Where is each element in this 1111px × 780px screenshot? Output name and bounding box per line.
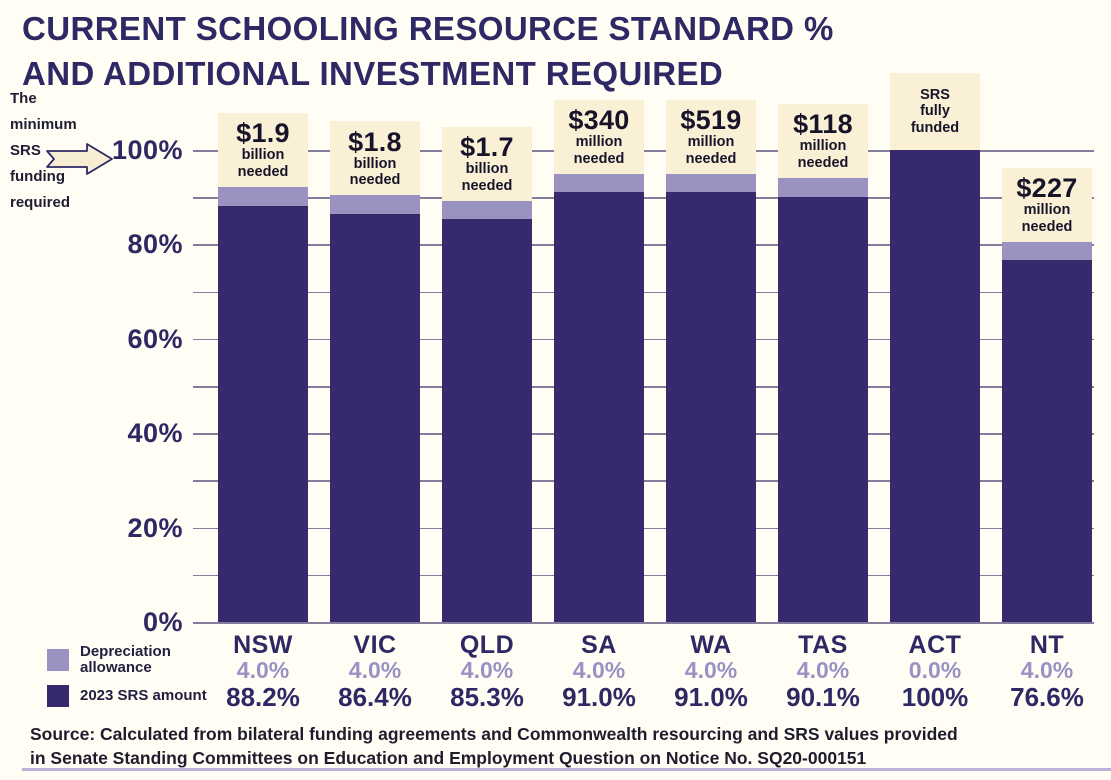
right-arrow-icon bbox=[46, 143, 114, 175]
note-word: funding bbox=[10, 168, 65, 185]
annotation-amount: $340 bbox=[568, 105, 630, 136]
annotation-NT: $227 million needed bbox=[1002, 167, 1092, 242]
annotation-VIC: $1.8 billion needed bbox=[330, 121, 420, 196]
depreciation-swatch bbox=[47, 649, 69, 671]
page-title-line2: AND ADDITIONAL INVESTMENT REQUIRED bbox=[22, 55, 724, 92]
x-label-srs-pct-VIC: 86.4% bbox=[338, 682, 412, 712]
bar-srs-QLD bbox=[442, 219, 532, 622]
x-label-state-VIC: VIC bbox=[353, 631, 397, 659]
annotation-caption: million needed bbox=[797, 138, 849, 171]
bar-srs-TAS bbox=[778, 196, 868, 622]
x-label-depreciation-pct-VIC: 4.0% bbox=[348, 657, 402, 683]
page-title: CURRENT SCHOOLING RESOURCE STANDARD % AN… bbox=[22, 6, 834, 96]
annotation-amount: $118 bbox=[793, 109, 853, 140]
bar-srs-NSW bbox=[218, 205, 308, 622]
y-tick-0%: 0% bbox=[142, 607, 183, 637]
bar-depreciation-NSW bbox=[218, 186, 308, 206]
x-label-depreciation-pct-TAS: 4.0% bbox=[796, 657, 850, 683]
x-label-srs-pct-QLD: 85.3% bbox=[450, 682, 524, 712]
note-word: SRS bbox=[10, 142, 41, 159]
annotation-caption: million needed bbox=[685, 134, 737, 167]
x-label-depreciation-pct-NSW: 4.0% bbox=[236, 657, 290, 683]
x-label-state-TAS: TAS bbox=[798, 631, 848, 659]
annotation-amount: $1.8 bbox=[348, 126, 402, 157]
legend-label: Depreciation allowance bbox=[80, 643, 171, 676]
y-tick-100%: 100% bbox=[111, 135, 183, 165]
bar-srs-VIC bbox=[330, 214, 420, 622]
annotation-caption: million needed bbox=[1021, 202, 1073, 235]
legend-item-depreciation: Depreciation allowance bbox=[47, 644, 260, 676]
x-label-depreciation-pct-WA: 4.0% bbox=[684, 657, 738, 683]
annotation-caption: million needed bbox=[573, 134, 625, 167]
legend: Depreciation allowance 2023 SRS amount bbox=[47, 644, 260, 716]
annotation-amount: $1.7 bbox=[460, 132, 514, 162]
source-line2: in Senate Standing Committees on Educati… bbox=[30, 748, 867, 768]
bar-depreciation-SA bbox=[554, 173, 644, 193]
x-label-state-SA: SA bbox=[581, 631, 617, 659]
annotation-WA: $519 million needed bbox=[666, 99, 756, 174]
x-label-depreciation-pct-NT: 4.0% bbox=[1020, 657, 1074, 683]
bar-depreciation-QLD bbox=[442, 200, 532, 220]
y-tick-20%: 20% bbox=[127, 512, 183, 543]
x-label-srs-pct-NSW: 88.2% bbox=[226, 682, 300, 712]
annotation-ACT: SRS fully funded bbox=[890, 73, 980, 150]
bar-srs-SA bbox=[554, 192, 644, 622]
page-title-line1: CURRENT SCHOOLING RESOURCE STANDARD % bbox=[22, 10, 834, 47]
y-tick-60%: 60% bbox=[127, 323, 183, 354]
note-word: required bbox=[10, 194, 71, 211]
x-label-srs-pct-NT: 76.6% bbox=[1010, 682, 1084, 712]
bar-srs-WA bbox=[666, 192, 756, 622]
x-label-srs-pct-SA: 91.0% bbox=[562, 682, 636, 712]
legend-label: 2023 SRS amount bbox=[80, 687, 207, 704]
bar-depreciation-TAS bbox=[778, 177, 868, 197]
srs-swatch bbox=[47, 685, 69, 707]
x-label-state-NSW: NSW bbox=[233, 631, 293, 659]
x-label-depreciation-pct-SA: 4.0% bbox=[572, 657, 626, 683]
annotation-caption: SRS fully funded bbox=[910, 86, 960, 136]
annotation-SA: $340 million needed bbox=[554, 99, 644, 174]
bar-depreciation-WA bbox=[666, 173, 756, 193]
x-label-depreciation-pct-QLD: 4.0% bbox=[460, 657, 514, 683]
x-label-state-ACT: ACT bbox=[908, 631, 962, 659]
x-label-depreciation-pct-ACT: 0.0% bbox=[908, 657, 962, 683]
bar-srs-NT bbox=[1002, 260, 1092, 622]
annotation-amount: $1.9 bbox=[236, 118, 290, 149]
x-label-srs-pct-ACT: 100% bbox=[901, 682, 969, 712]
minimum-srs-note: The minimum SRS funding required bbox=[10, 86, 110, 216]
bar-depreciation-NT bbox=[1002, 241, 1092, 261]
annotation-QLD: $1.7 billion needed bbox=[442, 126, 532, 201]
note-word: The bbox=[10, 90, 37, 107]
annotation-caption: billion needed bbox=[461, 161, 513, 194]
x-label-state-NT: NT bbox=[1029, 631, 1065, 659]
bar-srs-ACT bbox=[890, 150, 980, 622]
y-tick-40%: 40% bbox=[127, 418, 183, 449]
x-label-srs-pct-TAS: 90.1% bbox=[786, 682, 860, 712]
annotation-TAS: $118 million needed bbox=[778, 103, 868, 178]
x-label-state-QLD: QLD bbox=[459, 631, 515, 659]
note-word: minimum bbox=[10, 116, 77, 133]
bottom-divider bbox=[22, 768, 1111, 771]
x-label-state-WA: WA bbox=[690, 631, 732, 659]
source-note: Source: Calculated from bilateral fundin… bbox=[30, 722, 1090, 770]
x-label-srs-pct-WA: 91.0% bbox=[674, 682, 748, 712]
legend-item-srs: 2023 SRS amount bbox=[47, 685, 260, 707]
y-tick-80%: 80% bbox=[127, 229, 183, 260]
annotation-caption: billion needed bbox=[237, 147, 289, 180]
annotation-amount: $519 bbox=[680, 105, 742, 136]
gridline-0pct bbox=[193, 622, 1094, 624]
annotation-NSW: $1.9 billion needed bbox=[218, 112, 308, 187]
bar-depreciation-VIC bbox=[330, 195, 420, 215]
annotation-caption: billion needed bbox=[349, 155, 401, 189]
source-line1: Source: Calculated from bilateral fundin… bbox=[30, 724, 958, 744]
annotation-amount: $227 bbox=[1016, 173, 1078, 204]
